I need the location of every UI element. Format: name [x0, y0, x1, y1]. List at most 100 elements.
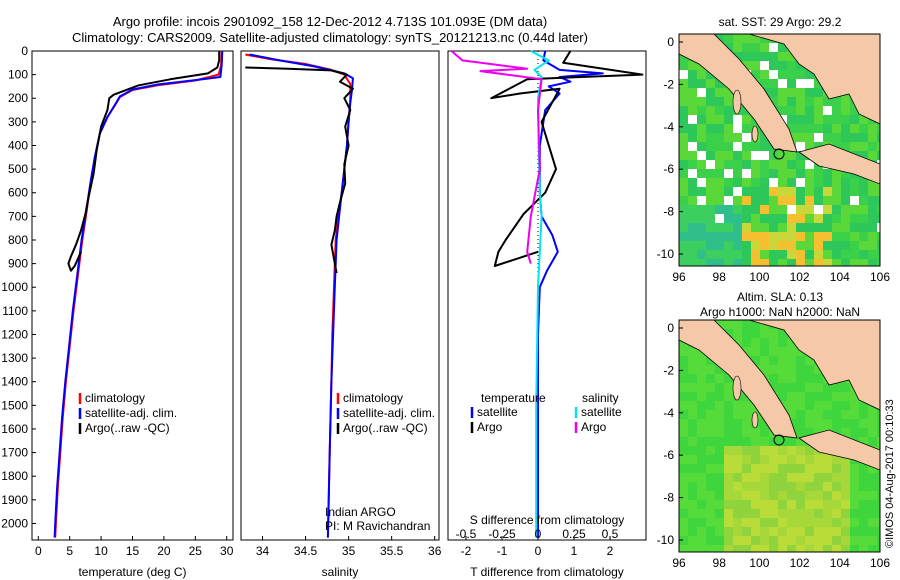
map-x-tick-label: 104	[830, 270, 850, 284]
map-x-tick-label: 98	[713, 556, 727, 570]
map-x-tick-label: 102	[790, 270, 810, 284]
map-y-tick-label: -4	[663, 406, 674, 420]
x-tick-label: 15	[126, 544, 140, 558]
sla-map: 96 98 100 102 104 106 0 -2 -4 -6 -8 -10 Altim. SLA: …	[657, 290, 891, 570]
annotation-line-2: PI: M Ravichandran	[325, 519, 430, 533]
map-frame	[678, 319, 881, 553]
land-java	[798, 143, 880, 185]
y-tick-label: 100	[8, 68, 28, 82]
y-tick-label: 1200	[1, 327, 28, 341]
legend-item-1-label: climatology	[85, 391, 145, 405]
map-y-tick-label: -6	[663, 448, 674, 462]
y-tick-label: 2000	[1, 516, 28, 530]
sla-map-title-2: Argo h1000: NaN h2000: NaN	[700, 305, 860, 319]
y-tick-label: 800	[8, 233, 28, 247]
sla-map-title-1: Altim. SLA: 0.13	[737, 290, 823, 304]
map-y-tick-label: 0	[667, 35, 674, 49]
series-line-4	[450, 50, 543, 264]
legend-item-3-label: Argo(..raw -QC)	[343, 421, 428, 435]
plot-frame	[240, 50, 440, 541]
y-tick-label: 1700	[1, 446, 28, 460]
map-frame	[678, 33, 881, 267]
map-y-tick-label: -10	[657, 247, 675, 261]
y-tick-label: 900	[8, 257, 28, 271]
map-x-tick-label: 102	[790, 556, 810, 570]
map-x-tick-label: 100	[749, 556, 769, 570]
x-tick-label: 10	[94, 544, 108, 558]
map-y-tick-label: -8	[663, 491, 674, 505]
y-tick-label: 700	[8, 209, 28, 223]
island	[751, 411, 759, 429]
island	[732, 89, 742, 115]
island	[732, 375, 742, 401]
x-tick-label: 0	[535, 544, 542, 558]
top-axis-label: S difference from climatology	[470, 513, 625, 527]
argo-float-marker	[773, 148, 785, 160]
y-tick-label: 1000	[1, 280, 28, 294]
top-tick-label: -0.25	[488, 527, 516, 541]
x-axis-label: temperature (deg C)	[78, 565, 186, 579]
map-field	[679, 320, 880, 552]
y-tick-label: 500	[8, 162, 28, 176]
y-tick-label: 600	[8, 186, 28, 200]
top-tick-label: 0.25	[562, 527, 586, 541]
x-tick-label: 34.5	[294, 544, 318, 558]
island	[751, 125, 759, 143]
x-axis-label: salinity	[322, 565, 359, 579]
series-line-3	[245, 66, 354, 274]
x-tick-label: 20	[157, 544, 171, 558]
legend-s-satellite-label: satellite	[581, 405, 622, 419]
plot-frame	[31, 50, 234, 541]
x-tick-label: 1	[571, 544, 578, 558]
x-tick-label: 5	[66, 544, 73, 558]
top-tick-label: 0	[535, 527, 542, 541]
land-mainland	[748, 34, 880, 125]
map-x-tick-label: 96	[672, 556, 686, 570]
y-tick-label: 1100	[2, 304, 28, 318]
salinity-panel: 34 34.5 35 35.5 36 salinity climatologysatelli…	[240, 50, 442, 579]
x-tick-label: 25	[189, 544, 203, 558]
legend-t-argo-label: Argo	[477, 420, 503, 434]
map-x-tick-label: 100	[749, 270, 769, 284]
land-mainland	[748, 320, 880, 411]
x-tick-label: 35	[342, 544, 356, 558]
map-y-tick-label: -2	[663, 77, 674, 91]
x-tick-label: 0	[35, 544, 42, 558]
series-line-3	[67, 51, 221, 272]
map-x-tick-label: 106	[870, 556, 890, 570]
y-tick-label: 300	[8, 115, 28, 129]
top-tick-label: 0.5	[602, 527, 619, 541]
map-y-tick-label: -2	[663, 363, 674, 377]
y-tick-label: 1600	[1, 422, 28, 436]
legend-t-satellite-label: satellite	[477, 405, 518, 419]
legend-group-temperature: temperature	[481, 391, 546, 405]
annotation-line-1: Indian ARGO	[325, 505, 396, 519]
x-tick-label: 34	[256, 544, 270, 558]
argo-float-marker	[773, 434, 785, 446]
map-x-tick-label: 98	[713, 270, 727, 284]
map-y-tick-label: -6	[663, 162, 674, 176]
x-tick-label: -1	[497, 544, 508, 558]
top-tick-label: -0.5	[456, 527, 477, 541]
series-line-2	[490, 50, 644, 267]
series-line-2	[53, 50, 224, 538]
title-line-1: Argo profile: incois 2901092_158 12-Dec-…	[112, 14, 548, 29]
credit-text: ©IMOS 04-Aug-2017 00:10:33	[884, 399, 896, 548]
y-tick-label: 400	[8, 138, 28, 152]
map-y-tick-label: 0	[667, 321, 674, 335]
map-x-tick-label: 104	[830, 556, 850, 570]
x-tick-label: -2	[461, 544, 472, 558]
legend-group-salinity: salinity	[582, 391, 619, 405]
sst-map: 96 98 100 102 104 106 0 -2 -4 -6 -8 -10 sat. SST: 29…	[657, 15, 891, 284]
legend-s-argo-label: Argo	[581, 420, 607, 434]
title-line-2: Climatology: CARS2009. Satellite-adjuste…	[72, 30, 588, 45]
map-y-tick-label: -8	[663, 205, 674, 219]
temperature-panel: 0 5 10 15 20 25 300100200300400500600700800900…	[1, 44, 233, 579]
y-tick-label: 1300	[1, 351, 28, 365]
plot-frame	[447, 50, 647, 541]
legend-item-2-label: satellite-adj. clim.	[343, 406, 435, 420]
y-tick-label: 0	[21, 44, 28, 58]
map-y-tick-label: -10	[657, 533, 675, 547]
y-tick-label: 1500	[1, 398, 28, 412]
